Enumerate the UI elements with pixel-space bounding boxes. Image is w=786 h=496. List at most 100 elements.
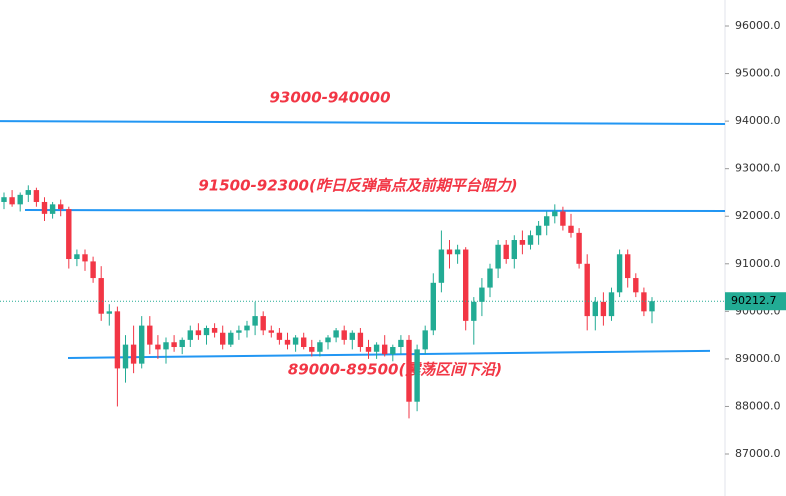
- candle-body: [179, 339, 185, 348]
- candle-body: [195, 330, 202, 336]
- candle-body: [139, 325, 145, 364]
- candle-body: [479, 287, 485, 302]
- candle-body: [325, 337, 331, 343]
- candle-body: [438, 249, 445, 283]
- candle-body: [495, 244, 501, 269]
- candle-body: [592, 301, 598, 317]
- candle-body: [171, 342, 177, 348]
- y-tick-label: 89000.0: [735, 352, 781, 365]
- candle-body: [382, 344, 388, 355]
- last-price-label: 90212.7: [731, 294, 777, 307]
- candle-body: [25, 190, 31, 195]
- candle-body: [568, 225, 574, 233]
- candle-body: [633, 278, 639, 293]
- candle-body: [236, 330, 242, 333]
- candle-body: [284, 339, 291, 345]
- candle-body: [317, 342, 323, 352]
- candle-body: [616, 254, 623, 293]
- candle-body: [276, 332, 283, 340]
- candle-body: [74, 254, 80, 260]
- candle-body: [649, 301, 655, 312]
- candle-body: [82, 254, 88, 262]
- candle-body: [511, 240, 517, 260]
- y-tick-label: 88000.0: [735, 399, 781, 412]
- candle-body: [309, 347, 315, 352]
- candle-body: [203, 327, 210, 336]
- candle-body: [17, 194, 23, 205]
- candle-body: [122, 344, 129, 369]
- candle-body: [600, 301, 607, 317]
- annotation: 93000-940000: [269, 89, 390, 107]
- candle-body: [33, 190, 40, 202]
- candle-body: [211, 327, 218, 333]
- annotation: 89000-89500(震荡区间下沿): [288, 361, 502, 379]
- candle-body: [608, 292, 615, 317]
- y-tick-label: 91000.0: [735, 257, 781, 270]
- candle-body: [414, 349, 420, 402]
- candle-body: [365, 347, 372, 352]
- candle-body: [463, 249, 469, 321]
- annotation: 91500-92300(昨日反弹高点及前期平台阻力): [198, 177, 517, 195]
- candle-body: [454, 249, 461, 255]
- candle-body: [390, 347, 396, 355]
- candle-body: [503, 244, 509, 260]
- candle-body: [373, 344, 380, 352]
- candle-body: [49, 204, 56, 214]
- candle-body: [576, 232, 582, 264]
- candle-body: [114, 311, 121, 369]
- candle-body: [106, 311, 112, 314]
- level-line: [0, 120, 726, 125]
- candle-body: [98, 278, 104, 314]
- candle-body: [155, 344, 161, 350]
- candle-body: [9, 197, 15, 205]
- candle-body: [544, 216, 550, 226]
- candle-body: [1, 197, 7, 202]
- candle-body: [357, 332, 364, 348]
- candle-body: [292, 337, 299, 345]
- candle-body: [398, 339, 404, 348]
- candle-body: [527, 235, 534, 245]
- y-tick-label: 92000.0: [735, 209, 781, 222]
- y-tick-label: 96000.0: [735, 19, 781, 32]
- candle-body: [187, 330, 193, 340]
- candle-body: [430, 282, 436, 331]
- candle-body: [535, 225, 542, 236]
- candle-body: [41, 201, 48, 214]
- y-tick-label: 94000.0: [735, 114, 781, 127]
- candle-body: [130, 344, 137, 364]
- candle-body: [625, 254, 631, 279]
- candle-body: [584, 263, 590, 317]
- candle-body: [341, 330, 347, 340]
- candle-body: [244, 325, 250, 331]
- candle-body: [228, 332, 234, 345]
- candle-body: [252, 316, 258, 326]
- candle-body: [422, 330, 428, 350]
- candle-body: [333, 330, 339, 338]
- level-line: [67, 349, 711, 359]
- candle-body: [471, 301, 477, 321]
- candle-body: [163, 342, 169, 350]
- y-tick-label: 95000.0: [735, 67, 781, 80]
- candle-body: [58, 204, 64, 210]
- candle-body: [147, 325, 153, 345]
- y-tick-label: 93000.0: [735, 162, 781, 175]
- candle-body: [552, 211, 558, 217]
- candle-body: [301, 337, 307, 348]
- candle-body: [446, 249, 453, 255]
- y-tick-label: 87000.0: [735, 447, 781, 460]
- level-line: [24, 209, 726, 213]
- candle-body: [260, 316, 266, 331]
- candle-body: [641, 292, 647, 312]
- candle-body: [560, 211, 566, 226]
- candle-body: [220, 332, 226, 345]
- candle-body: [519, 240, 526, 245]
- candle-body: [90, 261, 96, 279]
- candle-body: [487, 268, 493, 288]
- candle-body: [406, 339, 412, 402]
- candle-body: [349, 332, 355, 340]
- last-price-box: [725, 292, 786, 311]
- candle-body: [268, 330, 274, 333]
- candle-body: [66, 209, 72, 260]
